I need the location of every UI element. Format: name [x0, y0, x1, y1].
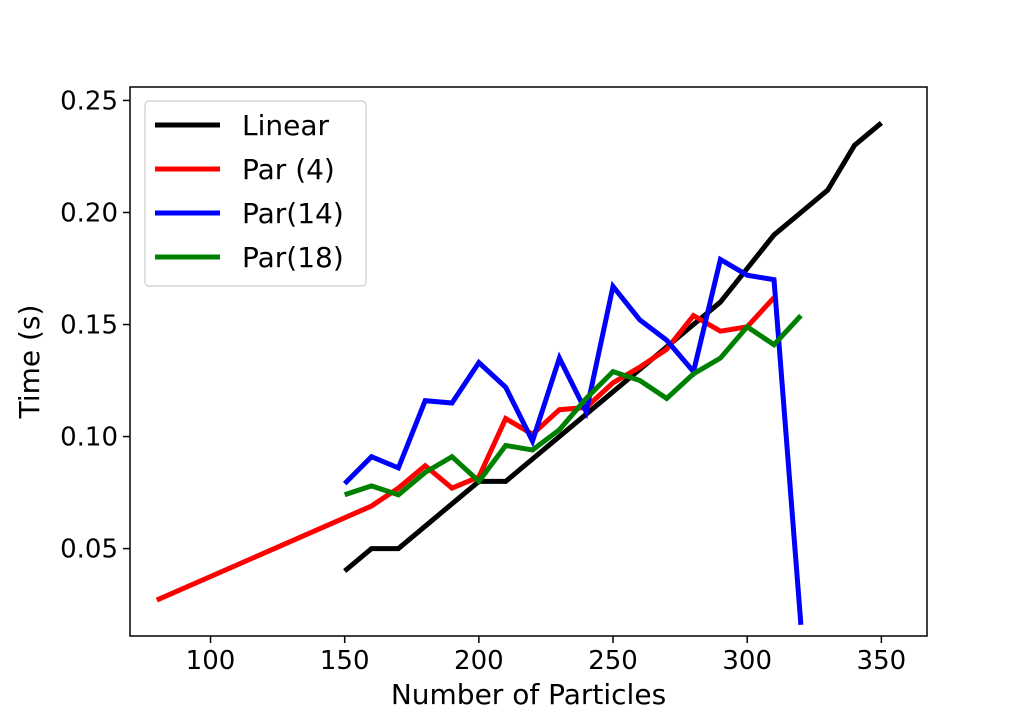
x-tick-label: 150: [320, 646, 370, 676]
x-tick-label: 250: [588, 646, 638, 676]
y-axis-title: Time (s): [13, 305, 46, 420]
x-tick-label: 350: [857, 646, 907, 676]
x-tick-label: 100: [186, 646, 236, 676]
plot-frame: [129, 86, 928, 637]
legend-label-par-4: Par (4): [242, 153, 335, 186]
y-tick-label: 0.25: [60, 86, 118, 116]
y-axis-ticks: 0.05 0.10 0.15 0.20 0.25: [60, 86, 130, 565]
series-line-linear: [343, 120, 883, 573]
series-line-par-14: [342, 255, 804, 625]
legend-box: [144, 100, 367, 287]
legend-items: Linear Par (4) Par(14) Par(18): [155, 109, 344, 274]
y-tick-label: 0.15: [60, 311, 118, 341]
y-tick-label: 0.20: [60, 198, 118, 228]
series-line-par-4: [155, 295, 776, 603]
legend-label-par-14: Par(14): [242, 197, 344, 230]
series-layer: [155, 120, 883, 625]
legend-label-linear: Linear: [242, 109, 330, 142]
legend: Linear Par (4) Par(14) Par(18): [144, 100, 367, 287]
series-line-par-18: [343, 313, 803, 498]
x-tick-label: 300: [722, 646, 772, 676]
y-tick-label: 0.10: [60, 423, 118, 453]
x-axis-title: Number of Particles: [391, 678, 666, 711]
legend-label-par-18: Par(18): [242, 241, 344, 274]
y-tick-label: 0.05: [60, 535, 118, 565]
x-tick-label: 200: [454, 646, 504, 676]
x-axis-ticks: 100 150 200 250 300 350: [186, 636, 907, 676]
